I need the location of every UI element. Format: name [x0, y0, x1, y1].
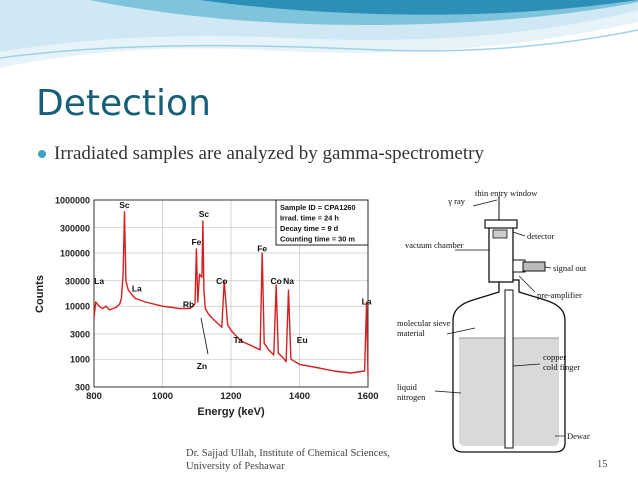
peak-label: Na — [283, 276, 294, 286]
peak-label: Fe — [257, 244, 267, 254]
y-tick-label: 1000 — [70, 355, 90, 365]
x-tick-label: 1400 — [289, 391, 310, 402]
y-tick-labels: 300 1000 3000 10000 30000 100000 300000 1000000 — [55, 196, 90, 393]
label-copper: copper — [543, 352, 566, 362]
y-tick-label: 3000 — [70, 329, 90, 339]
x-tick-label: 1600 — [357, 391, 378, 402]
y-tick-label: 300000 — [60, 223, 90, 233]
label-cold-finger: cold finger — [543, 362, 580, 372]
sample-info-box: Sample ID = CPA1260 Irrad. time = 24 hDec… — [275, 199, 369, 246]
peak-label: La — [362, 297, 372, 307]
bullet-item: Irradiated samples are analyzed by gamma… — [38, 143, 484, 165]
detector-diagram: γ ray thin entry window detector vacuum … — [397, 188, 590, 453]
peak-label: Co — [216, 276, 227, 286]
bullet-text: Irradiated samples are analyzed by gamma… — [54, 143, 484, 164]
y-tick-label: 10000 — [65, 302, 90, 312]
label-nitrogen: nitrogen — [397, 392, 426, 402]
peak-label: Fe — [191, 237, 201, 247]
x-tick-labels: 800 1000 1200 1400 1600 — [86, 391, 379, 402]
footer-line-2: University of Peshawar — [186, 461, 285, 472]
label-detector: detector — [527, 231, 555, 241]
y-tick-label: 100000 — [60, 249, 90, 259]
x-tick-label: 1200 — [220, 391, 241, 402]
label-material: material — [397, 328, 425, 338]
peak-label: Co — [271, 276, 282, 286]
sample-info-line: Irrad. time = 24 h — [280, 214, 339, 223]
peak-label: Eu — [297, 335, 308, 345]
label-vacuum-chamber: vacuum chamber — [405, 240, 463, 250]
slide-title: Detection — [36, 83, 211, 124]
sample-info-line: Sample ID = CPA1260 — [280, 203, 356, 212]
footer-line-1: Dr. Sajjad Ullah, Institute of Chemical … — [186, 448, 390, 459]
y-tick-label: 300 — [75, 383, 90, 393]
label-entry-window: thin entry window — [475, 188, 538, 198]
label-liquid: liquid — [397, 382, 418, 392]
zn-pointer — [200, 317, 209, 355]
gamma-spectrum-chart: 300 1000 3000 10000 30000 100000 300000 1000000… — [34, 196, 379, 419]
dewar-vessel — [452, 279, 566, 453]
sample-info-line: Counting time = 30 m — [280, 235, 355, 244]
slide-footer: Dr. Sajjad Ullah, Institute of Chemical … — [186, 447, 426, 473]
peak-label: Ta — [234, 335, 244, 345]
x-axis-label: Energy (keV) — [197, 406, 265, 418]
x-tick-label: 800 — [86, 391, 102, 402]
peak-label: Rb — [183, 299, 194, 309]
chart-plot-area — [93, 199, 369, 388]
label-gamma-ray: γ ray — [447, 196, 465, 206]
spectrum-line — [93, 211, 369, 376]
y-tick-label: 1000000 — [55, 196, 90, 206]
header-waves — [0, 0, 638, 68]
label-pre-amplifier: pre-amplifier — [537, 290, 582, 300]
bullet-dot-icon — [38, 150, 46, 158]
y-axis-label: Counts — [34, 275, 46, 313]
y-tick-label: 30000 — [65, 276, 90, 286]
page-number: 15 — [597, 459, 608, 470]
peak-label: Sc — [199, 209, 210, 219]
label-signal-out: signal out — [553, 263, 587, 273]
label-molecular-sieve: molecular sieve — [397, 318, 451, 328]
x-tick-label: 1000 — [152, 391, 173, 402]
detector-head — [484, 196, 546, 283]
peak-label: Sc — [119, 200, 130, 210]
sample-info-line: Decay time = 9 d — [280, 224, 339, 233]
peak-label: Zn — [197, 361, 207, 371]
diagram-leaders — [434, 199, 565, 437]
label-dewar: Dewar — [567, 431, 590, 441]
peak-label: La — [94, 276, 104, 286]
peak-label: La — [132, 283, 142, 293]
